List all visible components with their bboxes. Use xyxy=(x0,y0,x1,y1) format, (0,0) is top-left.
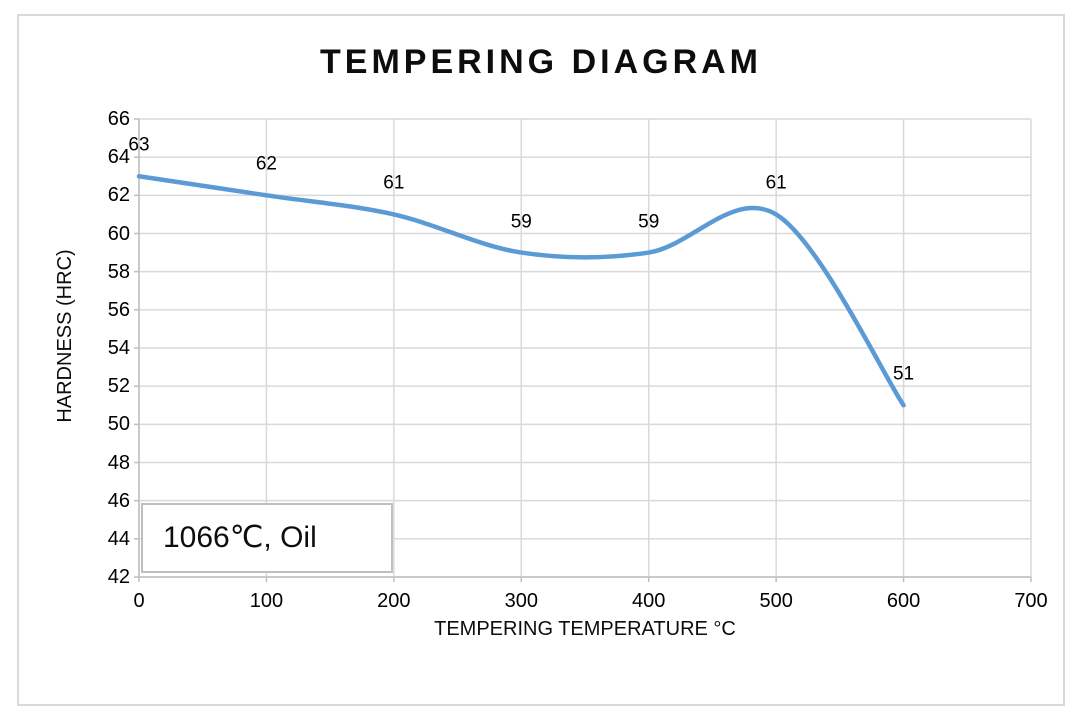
y-axis-title: HARDNESS (HRC) xyxy=(54,249,76,423)
series-line xyxy=(136,174,906,408)
plot-region xyxy=(134,118,1032,582)
x-axis-title: TEMPERING TEMPERATURE °C xyxy=(434,618,736,640)
annotation-text: 1066℃, Oil xyxy=(163,521,317,554)
chart-area: TEMPERING DIAGRAM 0 100 200 300 400 500 600 700… xyxy=(17,14,1065,706)
chart-title: TEMPERING DIAGRAM xyxy=(320,43,762,81)
annotation-box: 1066℃, Oil xyxy=(141,503,393,573)
